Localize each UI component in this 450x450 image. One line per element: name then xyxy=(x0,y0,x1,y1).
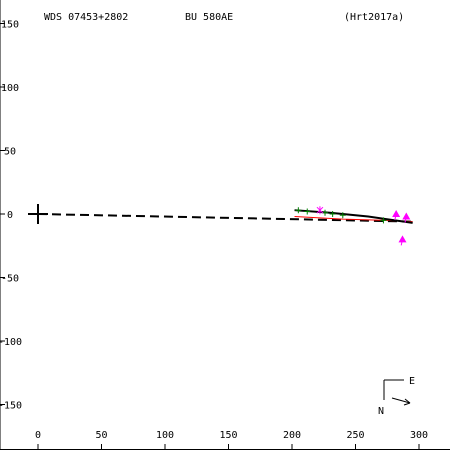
x-tick-label: 100 xyxy=(156,430,174,441)
y-tick-label: 100 xyxy=(1,83,19,94)
y-axis: 150 100 50 0 -50 -100 -150 xyxy=(0,20,22,412)
observation-residual xyxy=(394,213,397,221)
x-tick-label: 150 xyxy=(219,430,237,441)
compass-east-label: E xyxy=(409,376,415,387)
y-tick-label: -150 xyxy=(0,401,22,412)
observation-point xyxy=(316,206,324,215)
compass-north-label: N xyxy=(378,406,384,417)
motion-arrowhead xyxy=(403,398,411,406)
x-tick-label: 300 xyxy=(410,430,428,441)
y-tick-label: -50 xyxy=(1,274,19,285)
compass: E N xyxy=(378,376,415,417)
y-tick-label: 50 xyxy=(4,147,16,158)
motion-arrow xyxy=(391,397,411,404)
observation-point xyxy=(329,211,336,217)
orbit-curve-black xyxy=(294,209,413,224)
observation-residual xyxy=(400,239,403,246)
x-axis: 0 50 100 150 200 250 300 xyxy=(35,430,428,450)
discoverer-label: BU 580AE xyxy=(185,12,233,23)
observation-point xyxy=(304,208,311,215)
y-tick-label: -100 xyxy=(0,337,22,348)
y-tick-label: 150 xyxy=(1,20,19,31)
observation-point xyxy=(339,212,346,219)
observation-point xyxy=(392,210,401,217)
x-tick-label: 0 xyxy=(35,430,41,441)
x-tick-label: 50 xyxy=(95,430,107,441)
observation-point xyxy=(295,207,302,214)
primary-to-companion-dashed-line xyxy=(37,213,413,223)
orbit-lines xyxy=(28,204,413,224)
observation-point xyxy=(402,212,411,220)
wds-label: WDS 07453+2802 xyxy=(44,12,128,23)
y-tick-label: 0 xyxy=(7,210,13,221)
x-tick-label: 250 xyxy=(346,430,364,441)
observation-point xyxy=(398,235,407,243)
observation-residual xyxy=(404,216,407,223)
observation-points xyxy=(295,206,411,246)
x-tick-label: 200 xyxy=(283,430,301,441)
observation-point xyxy=(380,217,387,224)
reference-label: (Hrt2017a) xyxy=(344,12,404,23)
